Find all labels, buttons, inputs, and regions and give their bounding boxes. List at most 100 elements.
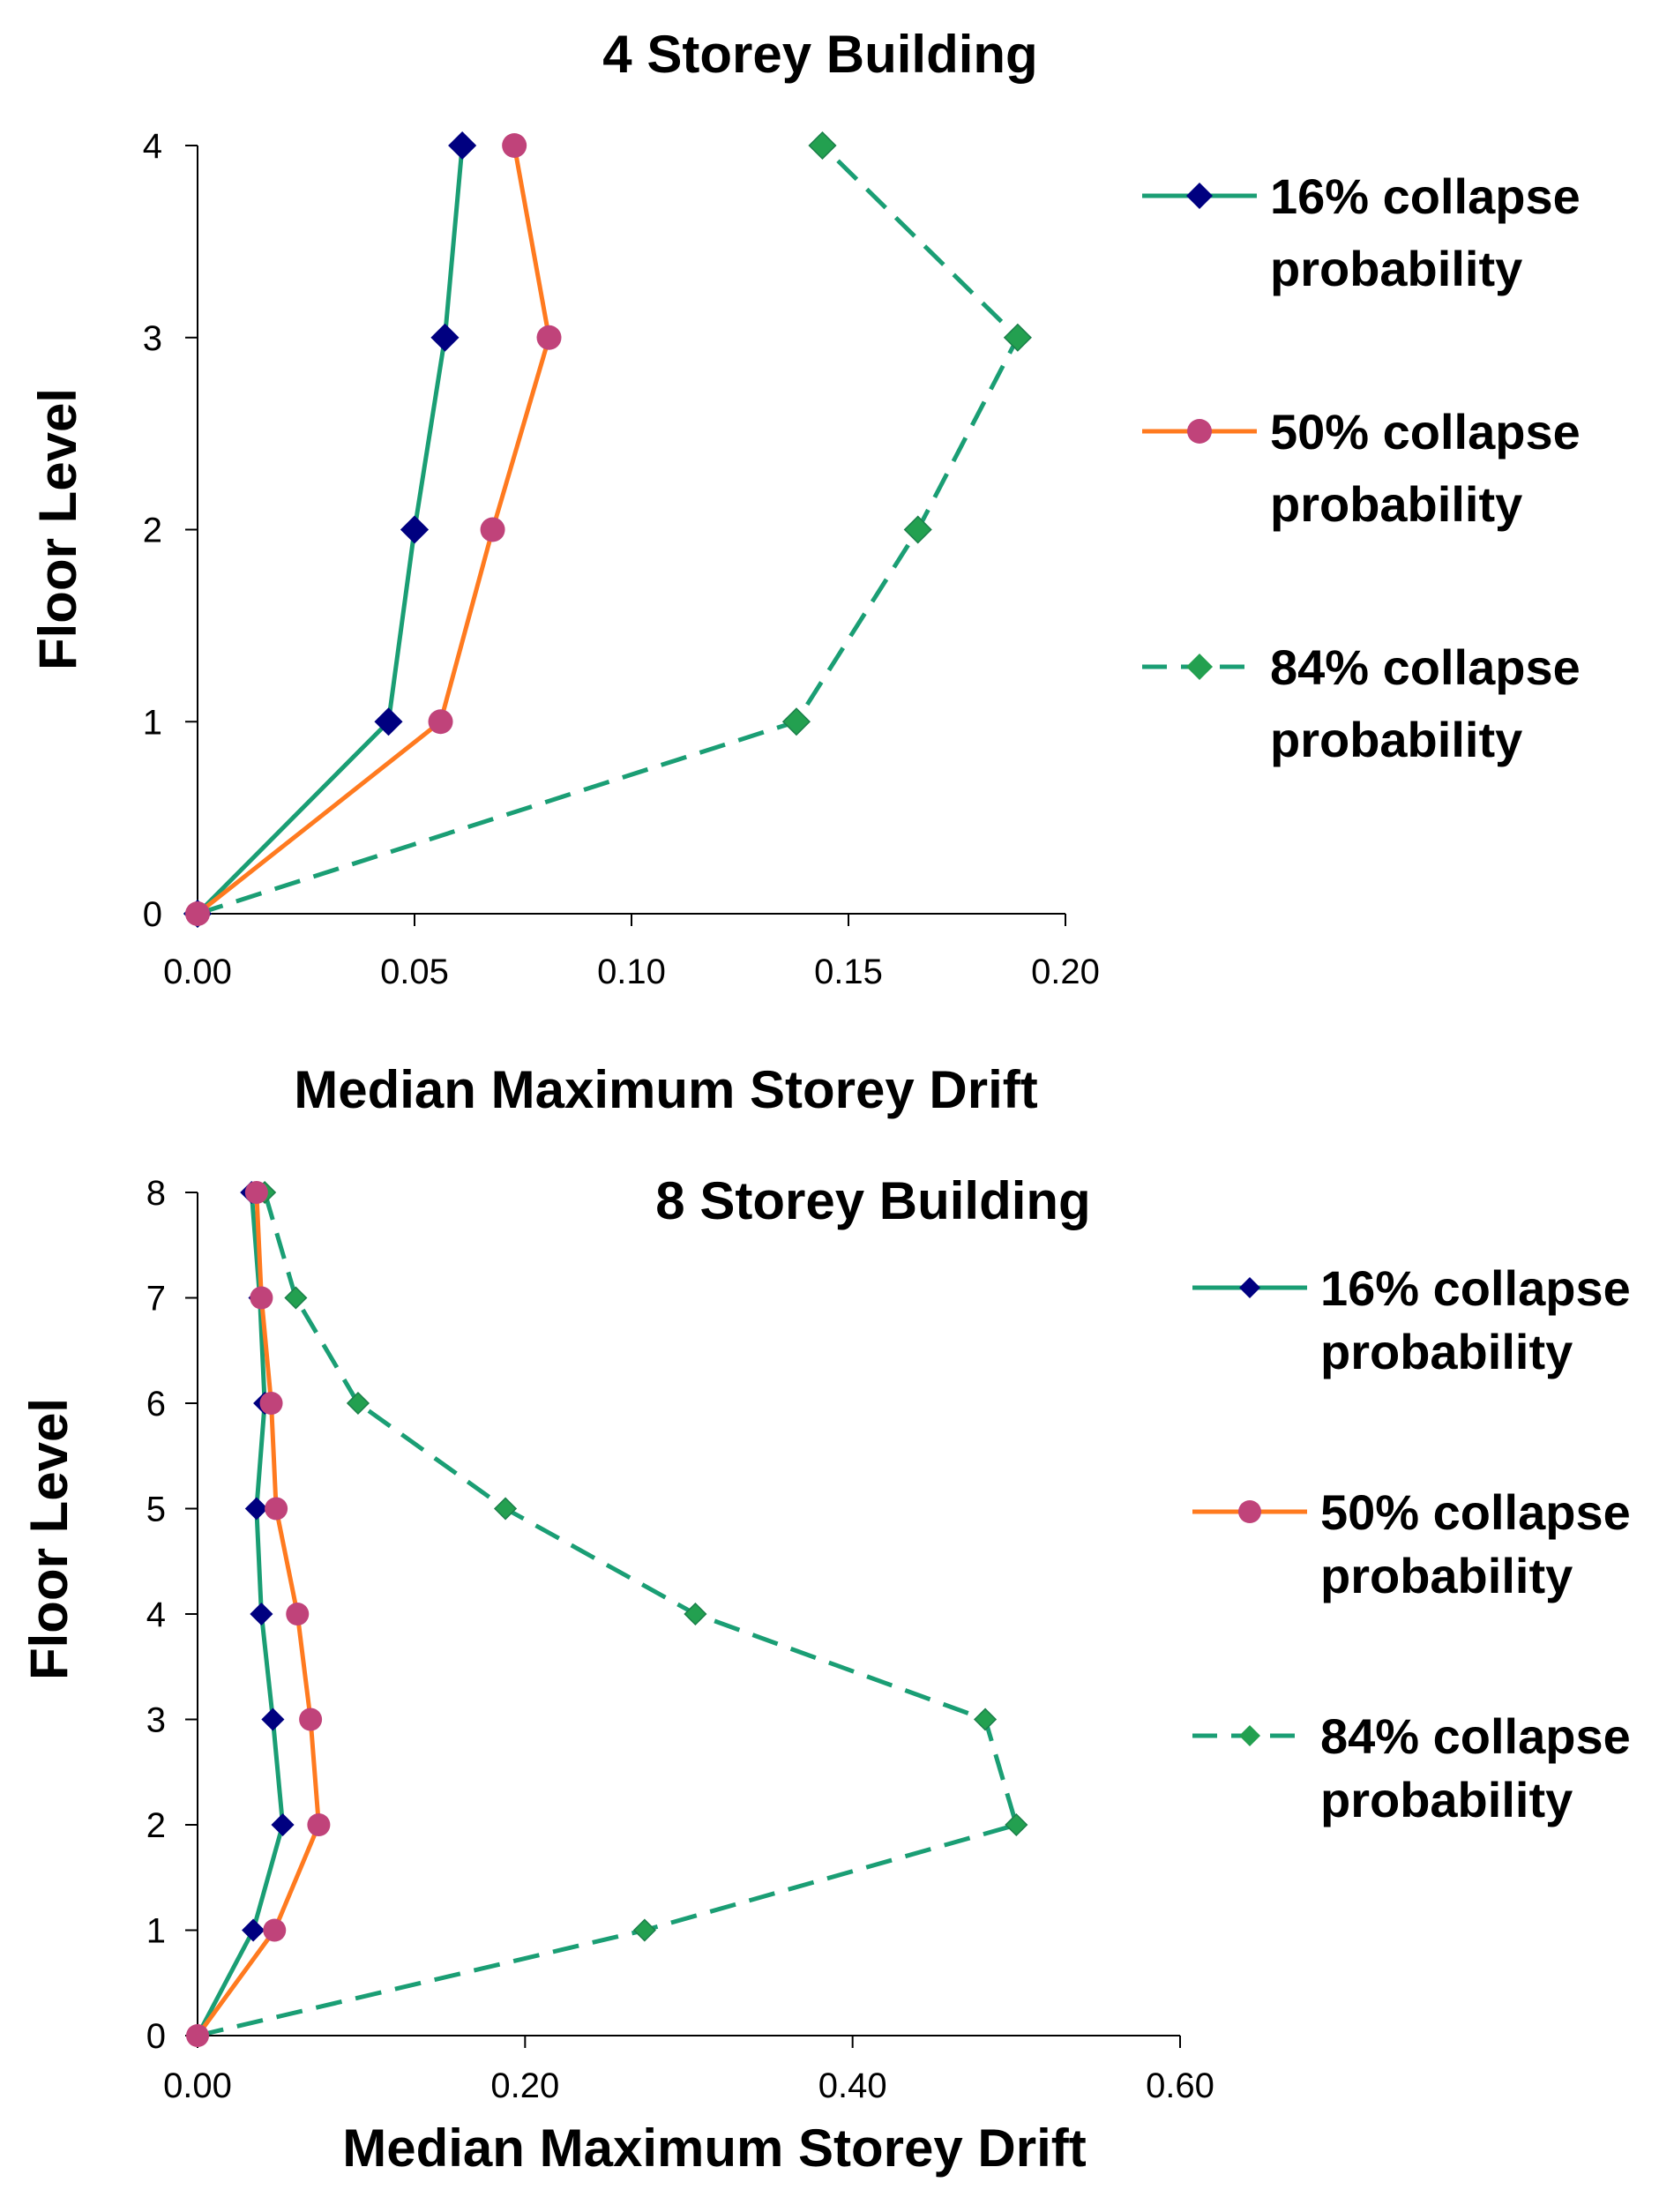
data-point <box>1005 1812 1028 1837</box>
data-point <box>250 1286 273 1310</box>
legend-marker <box>1186 654 1213 680</box>
y-axis-label: Floor Level <box>28 388 87 670</box>
legend-marker <box>1239 1725 1260 1746</box>
legend-label: probability <box>1320 1772 1573 1827</box>
data-point <box>428 709 453 735</box>
x-tick-label: 0.00 <box>163 2066 232 2105</box>
data-point <box>186 2024 209 2047</box>
x-tick-label: 0.10 <box>597 953 666 991</box>
legend-label: 16% collapse <box>1320 1260 1631 1316</box>
series-1 <box>185 1180 295 2048</box>
legend-item-1: 16% collapse probability <box>1192 1260 1631 1379</box>
y-ticks: 0 1 2 3 4 <box>143 127 198 934</box>
x-tick-label: 0.20 <box>1031 953 1100 991</box>
y-axis-label: Floor Level <box>19 1398 78 1680</box>
x-axis-label: Median Maximum Storey Drift <box>342 2119 1087 2178</box>
data-point <box>244 1497 268 1521</box>
x-tick-label: 0.00 <box>163 953 232 991</box>
legend: 16% collapse probability 50% collapse proba… <box>1142 168 1581 767</box>
legend-item-2: 50% collapse probability <box>1192 1484 1631 1603</box>
y-tick-label: 4 <box>143 127 162 166</box>
chart-4-storey: 4 Storey Building 0 1 2 3 4 0.00 0.05 0.10 0.15… <box>28 25 1581 1119</box>
y-ticks: 0 1 2 3 4 5 6 7 8 <box>146 1174 198 2056</box>
legend: 16% collapse probability 50% collapse proba… <box>1192 1260 1631 1827</box>
y-tick-label: 2 <box>143 512 162 550</box>
plot-area <box>183 131 1032 929</box>
y-tick-label: 7 <box>146 1280 166 1319</box>
legend-marker <box>1187 419 1212 444</box>
data-point <box>536 325 562 350</box>
data-point <box>242 1918 265 1942</box>
data-point <box>299 1708 323 1731</box>
chart-title: 4 Storey Building <box>602 25 1037 84</box>
data-point <box>1003 323 1032 352</box>
legend-item-2: 50% collapse probability <box>1142 404 1581 532</box>
data-point <box>808 131 837 161</box>
data-point <box>261 1708 285 1731</box>
y-tick-label: 4 <box>146 1595 166 1634</box>
y-tick-label: 3 <box>146 1701 166 1740</box>
series-line <box>197 144 1020 916</box>
chart-8-storey: 8 Storey Building 0 1 2 3 4 5 6 7 8 0.00 0.20 0.40… <box>19 1171 1631 2178</box>
data-point <box>374 707 403 736</box>
data-point <box>903 515 932 544</box>
legend-label: probability <box>1320 1548 1573 1603</box>
legend-label: 50% collapse <box>1270 404 1581 460</box>
data-point <box>259 1392 283 1415</box>
legend-label: 50% collapse <box>1320 1484 1631 1540</box>
y-tick-label: 1 <box>146 1912 166 1951</box>
data-point <box>781 707 811 736</box>
data-point <box>185 901 210 926</box>
x-tick-label: 0.20 <box>490 2066 559 2105</box>
data-point <box>502 133 527 158</box>
data-point <box>684 1602 707 1626</box>
legend-item-3: 84% collapse probability <box>1192 1708 1631 1827</box>
series-2 <box>186 1181 331 2047</box>
data-point <box>250 1602 273 1626</box>
y-tick-label: 3 <box>143 319 162 358</box>
y-tick-label: 1 <box>143 703 162 742</box>
x-ticks: 0.00 0.20 0.40 0.60 <box>163 2036 1214 2105</box>
y-tick-label: 5 <box>146 1491 166 1529</box>
data-point <box>286 1603 310 1625</box>
data-point <box>271 1812 295 1837</box>
legend-label: probability <box>1270 712 1522 767</box>
data-point <box>346 1391 370 1416</box>
data-point <box>307 1813 331 1836</box>
legend-item-1: 16% collapse probability <box>1142 168 1581 296</box>
series-line <box>197 1192 1019 2038</box>
legend-label: 84% collapse <box>1320 1708 1631 1764</box>
x-tick-label: 0.05 <box>380 953 449 991</box>
data-point <box>244 1181 268 1204</box>
data-point <box>973 1708 998 1731</box>
legend-marker <box>1238 1500 1261 1523</box>
data-point <box>480 517 505 542</box>
data-point <box>400 515 430 544</box>
y-tick-label: 0 <box>146 2017 166 2056</box>
legend-label: probability <box>1270 241 1522 296</box>
series-2 <box>185 133 562 926</box>
chart-title: 8 Storey Building <box>655 1171 1090 1230</box>
data-point <box>493 1497 518 1521</box>
x-tick-label: 0.40 <box>818 2066 887 2105</box>
x-ticks: 0.00 0.05 0.10 0.15 0.20 <box>163 914 1100 991</box>
data-point <box>265 1497 288 1521</box>
plot-area <box>185 1180 1028 2048</box>
legend-label: 84% collapse <box>1270 639 1581 695</box>
y-tick-label: 0 <box>143 895 162 934</box>
legend-label: 16% collapse <box>1270 168 1581 224</box>
legend-label: probability <box>1270 476 1522 532</box>
x-tick-label: 0.60 <box>1146 2066 1214 2105</box>
x-axis-label: Median Maximum Storey Drift <box>294 1060 1038 1119</box>
data-point <box>284 1286 308 1310</box>
y-tick-label: 8 <box>146 1174 166 1213</box>
legend-marker <box>1239 1277 1260 1298</box>
data-point <box>430 323 460 352</box>
y-tick-label: 2 <box>146 1806 166 1845</box>
data-point <box>632 1918 656 1942</box>
y-tick-label: 6 <box>146 1385 166 1424</box>
series-3 <box>183 131 1032 929</box>
series-3 <box>185 1180 1028 2048</box>
legend-label: probability <box>1320 1324 1573 1379</box>
